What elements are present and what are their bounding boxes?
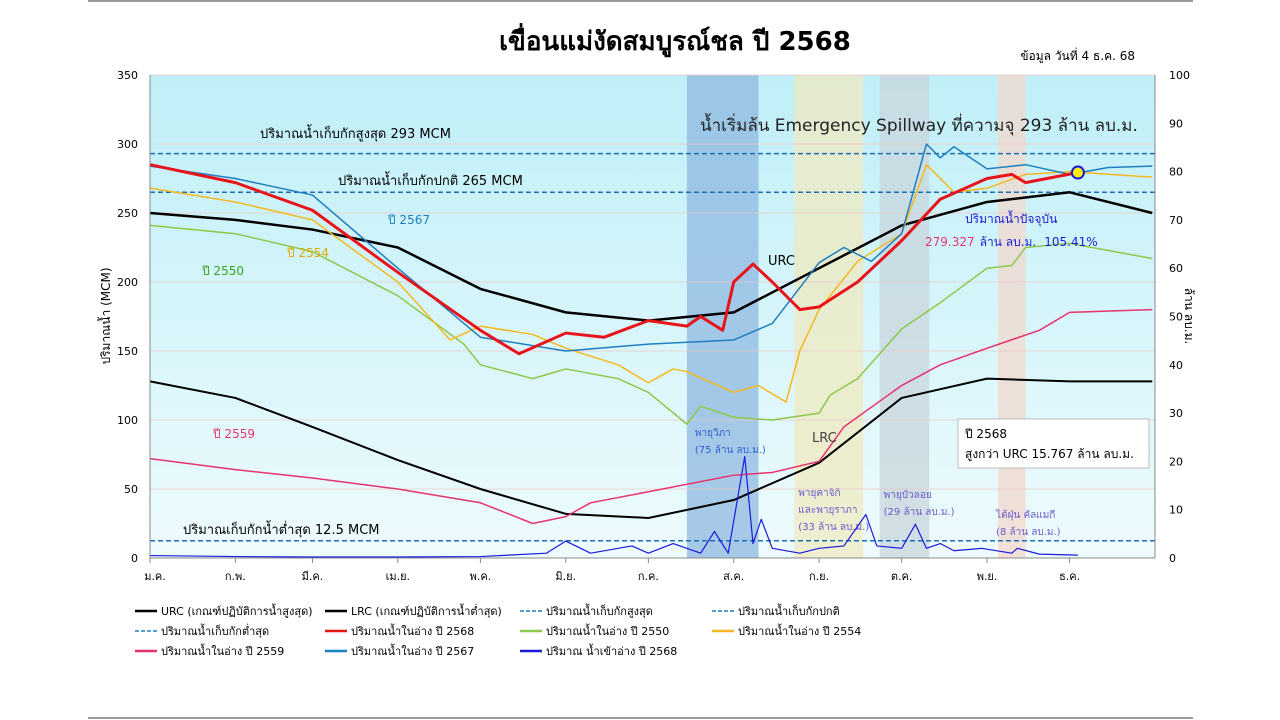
y2-tick-label: 30 (1169, 407, 1183, 420)
legend-item: ปริมาณน้ำในอ่าง ปี 2550 (546, 623, 669, 638)
legend-item: ปริมาณน้ำในอ่าง ปี 2559 (161, 643, 284, 658)
storm-band (998, 75, 1026, 558)
series-line-ปริมาณน้ำในอ่าง-ปี-2550 (149, 224, 1153, 425)
storm-label: (29 ล้าน ลบ.ม.) (884, 506, 955, 518)
x-tick-label: ก.ย. (809, 570, 829, 583)
label-2550: ปี 2550 (201, 264, 244, 278)
legend-item: ปริมาณน้ำเก็บกักสูงสุด (546, 603, 653, 618)
storm-label: พายุคาจิกิ (798, 488, 840, 499)
x-tick-label: พ.ค. (470, 570, 492, 583)
x-tick-label: พ.ย. (977, 570, 998, 583)
y2-tick-label: 10 (1169, 504, 1183, 517)
x-tick-label: ก.ค. (638, 570, 659, 583)
label-2559: ปี 2559 (212, 427, 255, 441)
y-axis-label: ปริมาณน้ำ (MCM) (97, 267, 113, 364)
y-tick-label: 50 (124, 483, 138, 496)
legend-item: ปริมาณ น้ำเข้าอ่าง ปี 2568 (546, 643, 677, 658)
plot-area (150, 75, 1155, 558)
label-2554: ปี 2554 (286, 246, 329, 260)
current-level-marker (1070, 165, 1085, 180)
max-storage-label: ปริมาณน้ำเก็บกักสูงสุด 293 MCM (260, 124, 451, 142)
data-date: ข้อมูล วันที่ 4 ธ.ค. 68 (1020, 47, 1135, 64)
y2-tick-label: 80 (1169, 166, 1183, 179)
storm-label: (33 ล้าน ลบ.ม.) (798, 521, 869, 533)
storm-label: (75 ล้าน ลบ.ม.) (695, 444, 766, 456)
urc-diff-line1: ปี 2568 (964, 427, 1007, 441)
y2-tick-label: 40 (1169, 359, 1183, 372)
x-tick-label: ส.ค. (723, 570, 744, 583)
normal-storage-label: ปริมาณน้ำเก็บกักปกติ 265 MCM (338, 171, 523, 189)
storm-label: (8 ล้าน ลบ.ม.) (996, 526, 1061, 538)
y-tick-label: 350 (117, 69, 138, 82)
y2-tick-label: 60 (1169, 262, 1183, 275)
current-value: 279.327 (925, 235, 975, 249)
y-tick-label: 250 (117, 207, 138, 220)
y2-tick-label: 100 (1169, 69, 1190, 82)
x-tick-label: เม.ย. (386, 570, 410, 583)
y2-axis-label: ล้าน ลบ.ม. (1182, 288, 1196, 345)
current-unit: ล้าน ลบ.ม. (980, 235, 1037, 249)
series-line-ปริมาณน้ำในอ่าง-ปี-2568 (149, 163, 1079, 356)
y2-tick-label: 70 (1169, 214, 1183, 227)
legend-item: ปริมาณน้ำในอ่าง ปี 2567 (351, 643, 474, 658)
storm-label: ไต้ฝุ่น คัลแมกี (995, 509, 1055, 521)
urc-label: URC (768, 254, 795, 269)
lrc-label: LRC (812, 431, 837, 446)
y-tick-label: 150 (117, 345, 138, 358)
y-tick-label: 100 (117, 414, 138, 427)
label-2567: ปี 2567 (387, 213, 430, 227)
storm-band (794, 75, 864, 558)
x-tick-label: ม.ค. (144, 570, 166, 583)
chart-title: เขื่อนแม่งัดสมบูรณ์ชล ปี 2568 (499, 22, 851, 58)
storm-label: พายุบัวลอย (884, 490, 932, 501)
legend-item: ปริมาณน้ำในอ่าง ปี 2568 (351, 623, 474, 638)
x-tick-label: ต.ค. (891, 570, 913, 583)
series-line-ปริมาณ-น้ำเข้าอ่าง-ปี-2568 (149, 455, 1078, 558)
series-line-LRC-(เกณฑ์ปฏิบัติการน้ำต่ำสุด) (149, 377, 1153, 519)
legend-item: ปริมาณน้ำในอ่าง ปี 2554 (738, 623, 861, 638)
current-title: ปริมาณน้ำปัจจุบัน (965, 210, 1057, 227)
urc-diff-line2: สูงกว่า URC 15.767 ล้าน ลบ.ม. (965, 447, 1134, 462)
storm-band (879, 75, 930, 558)
y2-tick-label: 90 (1169, 117, 1183, 130)
x-tick-label: มี.ค. (302, 570, 324, 583)
y2-tick-label: 20 (1169, 455, 1183, 468)
legend-item: ปริมาณน้ำเก็บกักต่ำสุด (161, 623, 269, 638)
min-storage-label: ปริมาณเก็บกักน้ำต่ำสุด 12.5 MCM (183, 520, 380, 538)
spillway-note: น้ำเริ่มล้น Emergency Spillway ที่ความจุ… (700, 113, 1138, 136)
x-tick-label: ก.พ. (225, 570, 246, 583)
x-tick-label: ธ.ค. (1059, 570, 1080, 583)
storm-label: พายุวิภา (695, 428, 731, 439)
x-tick-label: มิ.ย. (555, 570, 576, 583)
legend-item: ปริมาณน้ำเก็บกักปกติ (738, 603, 840, 618)
y2-tick-label: 0 (1169, 552, 1176, 565)
y-tick-label: 300 (117, 138, 138, 151)
y2-tick-label: 50 (1169, 311, 1183, 324)
current-percent: 105.41% (1044, 235, 1097, 249)
series-line-ปริมาณน้ำในอ่าง-ปี-2559 (149, 308, 1153, 525)
y-tick-label: 200 (117, 276, 138, 289)
urc-diff-box (957, 418, 1150, 469)
storm-label: และพายุราภา (798, 505, 857, 516)
legend-item: URC (เกณฑ์ปฏิบัติการน้ำสูงสุด) (161, 603, 313, 618)
y-tick-label: 0 (131, 552, 138, 565)
legend-item: LRC (เกณฑ์ปฏิบัติการน้ำต่ำสุด) (351, 603, 502, 618)
current-value-line: 279.327 ล้าน ลบ.ม. 105.41% (925, 235, 1098, 249)
